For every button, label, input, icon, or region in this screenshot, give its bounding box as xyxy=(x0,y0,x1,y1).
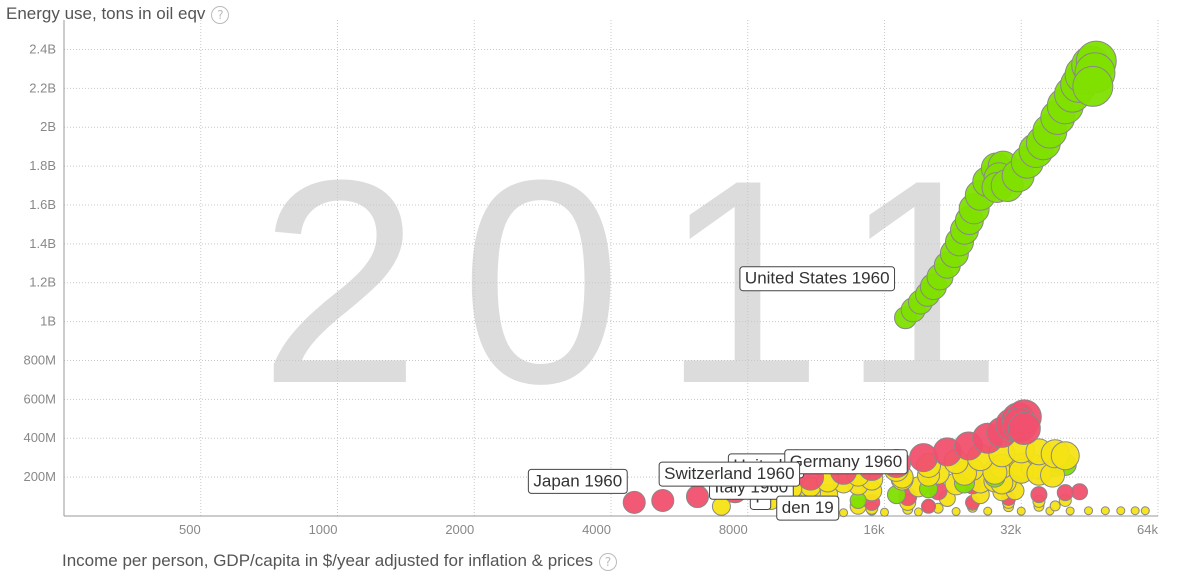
country-label-box xyxy=(527,468,628,494)
y-tick-label: 2B xyxy=(40,119,56,134)
country-label-text: United States 1960 xyxy=(745,269,890,288)
bubble-point[interactable] xyxy=(1100,506,1110,516)
bubble-point[interactable] xyxy=(921,498,937,514)
bubble-point[interactable] xyxy=(880,507,889,517)
y-tick-label: 1.8B xyxy=(29,158,56,173)
bubble-point[interactable] xyxy=(913,507,923,517)
y-tick-label: 2.4B xyxy=(29,41,56,56)
x-tick-label: 8000 xyxy=(719,522,748,537)
country-label-box xyxy=(739,266,896,292)
y-tick-label: 1.2B xyxy=(29,275,56,290)
bubble-point[interactable] xyxy=(839,508,849,518)
country-label-text: den 19 xyxy=(782,498,834,517)
country-label[interactable]: Switzerland 1960 xyxy=(658,461,801,487)
country-label-box xyxy=(658,461,801,487)
country-label-text: Switzerland 1960 xyxy=(664,464,794,483)
y-axis-label[interactable]: Energy use, tons in oil eqv? xyxy=(6,4,230,24)
x-tick-label: 64k xyxy=(1137,522,1158,537)
y-tick-label: 400M xyxy=(23,430,56,445)
x-tick-label: 16k xyxy=(864,522,885,537)
y-tick-label: 1B xyxy=(40,314,56,329)
bubble-point[interactable] xyxy=(651,488,675,512)
y-tick-label: 2.2B xyxy=(29,80,56,95)
question-circle-icon[interactable]: ? xyxy=(211,5,230,24)
x-tick-label: 2000 xyxy=(445,522,474,537)
x-tick-label: 32k xyxy=(1000,522,1021,537)
y-tick-label: 600M xyxy=(23,391,56,406)
country-label[interactable]: den 19 xyxy=(776,495,840,521)
x-tick-label: 1000 xyxy=(309,522,338,537)
x-tick-label: 500 xyxy=(179,522,201,537)
bubble-point[interactable] xyxy=(909,443,939,473)
y-tick-label: 1.6B xyxy=(29,197,56,212)
bubble-point[interactable] xyxy=(1016,506,1026,516)
bubble-point[interactable] xyxy=(622,490,646,514)
y-tick-label: 1.4B xyxy=(29,236,56,251)
y-axis-label-text: Energy use, tons in oil eqv xyxy=(6,4,206,23)
bubble-point[interactable] xyxy=(1140,506,1150,516)
country-label[interactable]: Germany 1960 xyxy=(784,449,908,475)
bubble-point[interactable] xyxy=(951,507,961,517)
bubble-point[interactable] xyxy=(1084,506,1094,516)
bubble-point[interactable] xyxy=(1065,506,1075,516)
y-tick-label: 200M xyxy=(23,469,56,484)
bubble-point[interactable] xyxy=(1116,506,1126,516)
bubble-point[interactable] xyxy=(1050,441,1080,471)
x-tick-label: 4000 xyxy=(582,522,611,537)
chart-axes: 200M 400M 600M 800M 1B 1.2B 1.4B 1.6B 1.8B 2B 2.2B… xyxy=(23,20,1158,537)
bubble-point[interactable] xyxy=(1007,412,1041,446)
x-axis-label[interactable]: Income per person, GDP/capita in $/year … xyxy=(62,551,618,571)
bubble-point[interactable] xyxy=(685,485,709,509)
x-axis-label-text: Income per person, GDP/capita in $/year … xyxy=(62,551,594,570)
bubble-point[interactable] xyxy=(1130,506,1140,516)
bubble-chart: 2011 200M400M600M800M1B1.2B1.4B1.6B1.8B2… xyxy=(23,20,1159,537)
bubble-point[interactable] xyxy=(1056,484,1074,502)
bubble-point[interactable] xyxy=(983,506,993,516)
country-label-box xyxy=(776,495,840,521)
bubble-point[interactable] xyxy=(1072,65,1114,107)
country-label-text: Germany 1960 xyxy=(790,452,902,471)
y-tick-label: 800M xyxy=(23,352,56,367)
country-label[interactable]: United States 1960 xyxy=(739,266,896,292)
bubble-point[interactable] xyxy=(1071,483,1089,501)
question-circle-icon[interactable]: ? xyxy=(599,552,618,571)
bubble-point[interactable] xyxy=(1049,500,1061,512)
country-label[interactable]: Japan 1960 xyxy=(527,468,628,494)
country-label-text: Japan 1960 xyxy=(533,471,622,490)
bubble-point[interactable] xyxy=(1030,486,1048,504)
